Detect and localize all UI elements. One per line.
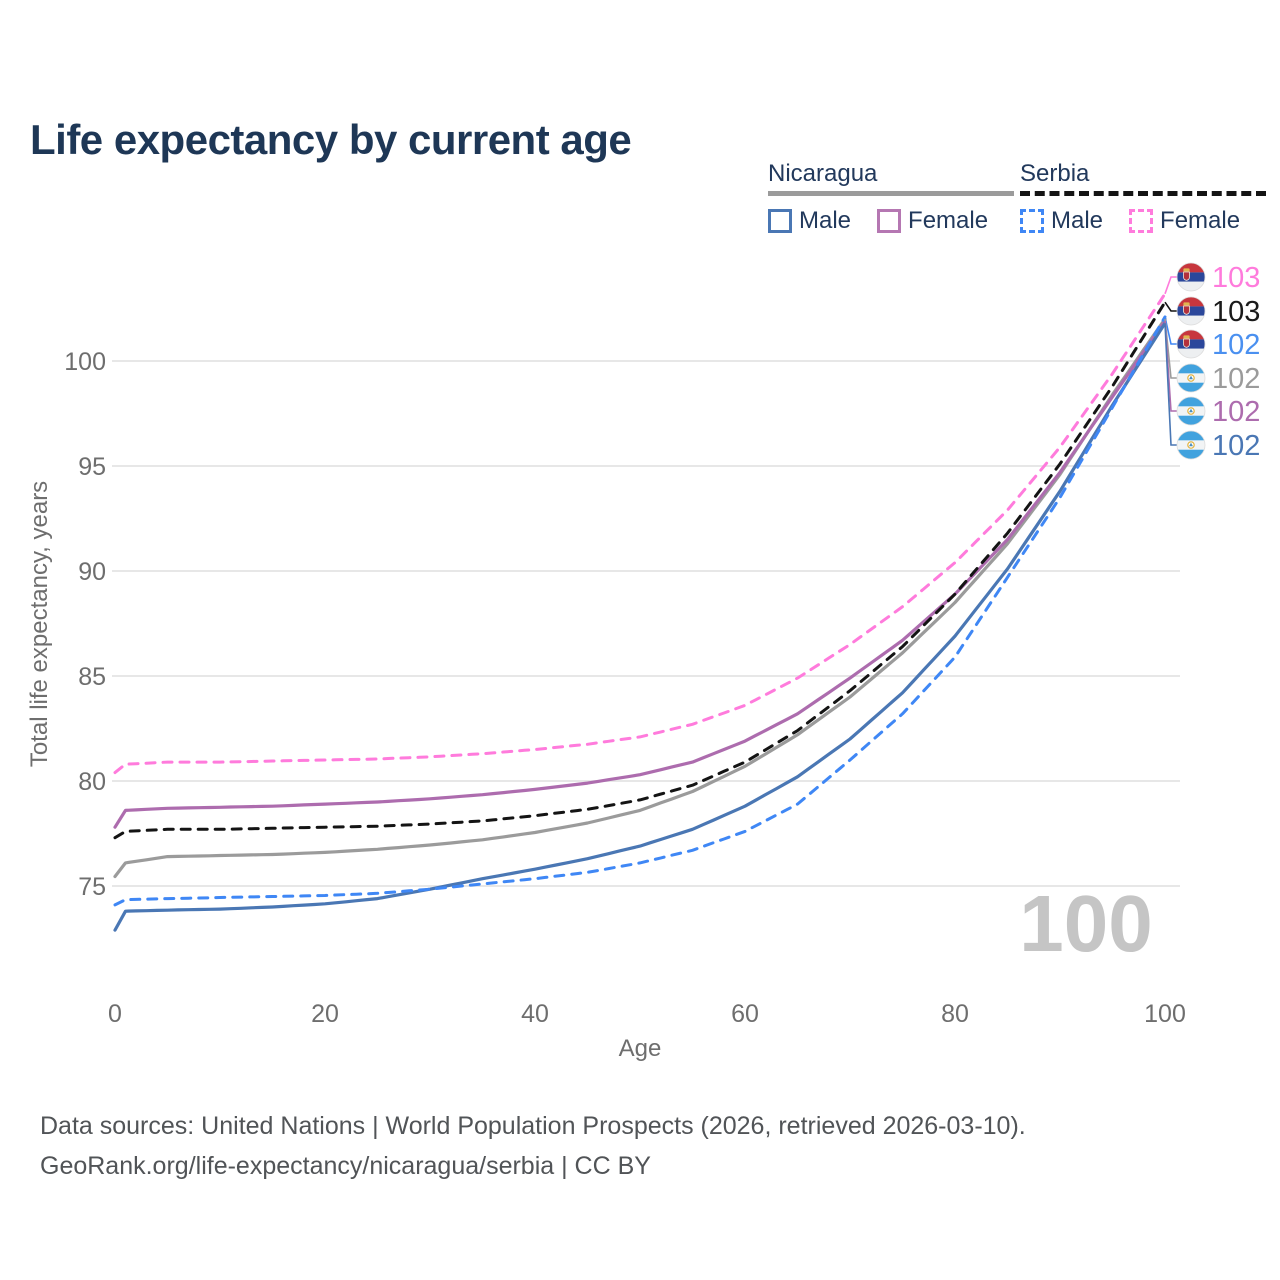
legend-item-nicaragua-female[interactable]: Female [877, 207, 988, 235]
legend-item-label: Female [1160, 207, 1241, 234]
x-axis-tick-label: 60 [731, 1000, 759, 1028]
y-axis-tick-label: 90 [78, 558, 106, 586]
series-line-serbia-total [113, 300, 1167, 840]
end-label-leader-line [1164, 276, 1177, 295]
x-axis-tick-label: 0 [108, 1000, 122, 1028]
legend-linestyle-dashed [1020, 191, 1267, 196]
end-value-label-nicaragua-female: 102 [1212, 396, 1260, 428]
page-title: Life expectancy by current age [30, 116, 632, 164]
serbia-male-swatch-icon [1020, 209, 1044, 233]
end-label-leader-line [1164, 316, 1177, 345]
nicaragua-flag-icon-ring [1176, 363, 1206, 393]
series-line-nicaragua-male [113, 321, 1167, 932]
series-line-nicaragua-total [113, 317, 1167, 879]
nicaragua-flag-icon-ring [1176, 396, 1206, 426]
end-label-leader-line [1164, 318, 1177, 379]
chart-footer: Data sources: United Nations | World Pop… [40, 1106, 1026, 1186]
serbia-flag-icon-ring [1176, 262, 1206, 292]
nicaragua-male-swatch-icon [768, 209, 792, 233]
x-axis-tick-label: 20 [311, 1000, 339, 1028]
y-axis-tick-label: 100 [64, 348, 106, 376]
serbia-flag-icon [1177, 330, 1205, 358]
nicaragua-flag-icon-ring [1176, 430, 1206, 460]
end-value-label-serbia-female: 103 [1212, 262, 1260, 294]
end-value-label-serbia-male: 102 [1212, 329, 1260, 361]
serbia-flag-icon-ring [1176, 296, 1206, 326]
legend-title-serbia: Serbia [1020, 160, 1090, 187]
legend-item-serbia-male[interactable]: Male [1020, 207, 1103, 235]
age-watermark: 100 [1019, 879, 1152, 968]
x-axis-tick-label: 40 [521, 1000, 549, 1028]
legend-group-nicaragua: Nicaragua Male Female [768, 160, 1015, 235]
y-axis-tick-label: 85 [78, 663, 106, 691]
serbia-flag-icon [1177, 263, 1205, 291]
nicaragua-flag-icon [1177, 364, 1205, 392]
x-axis-tick-label: 80 [941, 1000, 969, 1028]
legend-item-label: Male [1051, 207, 1104, 234]
y-axis-tick-label: 80 [78, 768, 106, 796]
end-value-label-serbia-total: 103 [1212, 296, 1260, 328]
x-axis-title: Age [619, 1035, 662, 1062]
legend-item-label: Male [799, 207, 852, 234]
legend-item-nicaragua-male[interactable]: Male [768, 207, 851, 235]
end-value-label-nicaragua-male: 102 [1212, 430, 1260, 462]
serbia-flag-icon [1177, 297, 1205, 325]
legend-item-serbia-female[interactable]: Female [1129, 207, 1240, 235]
x-axis-tick-label: 100 [1144, 1000, 1186, 1028]
data-source-line: Data sources: United Nations | World Pop… [40, 1112, 1026, 1140]
series-line-serbia-male [113, 315, 1167, 907]
nicaragua-flag-icon [1177, 431, 1205, 459]
series-line-nicaragua-female [113, 319, 1167, 829]
legend-title-nicaragua: Nicaragua [768, 160, 878, 187]
nicaragua-flag-icon [1177, 397, 1205, 425]
legend-item-label: Female [908, 207, 989, 234]
legend-group-serbia: Serbia Male Female [1020, 160, 1267, 235]
series-line-serbia-female [113, 292, 1167, 775]
serbia-female-swatch-icon [1129, 209, 1154, 233]
end-label-leader-line [1164, 323, 1177, 446]
y-axis-title: Total life expectancy, years [26, 481, 53, 767]
y-axis-tick-label: 95 [78, 453, 106, 481]
nicaragua-female-swatch-icon [877, 209, 902, 233]
end-value-label-nicaragua-total: 102 [1212, 363, 1260, 395]
attribution-line: GeoRank.org/life-expectancy/nicaragua/se… [40, 1152, 651, 1180]
end-label-leader-line [1164, 301, 1177, 312]
legend-linestyle-solid [768, 191, 1015, 196]
y-axis-tick-label: 75 [78, 873, 106, 901]
serbia-flag-icon-ring [1176, 329, 1206, 359]
